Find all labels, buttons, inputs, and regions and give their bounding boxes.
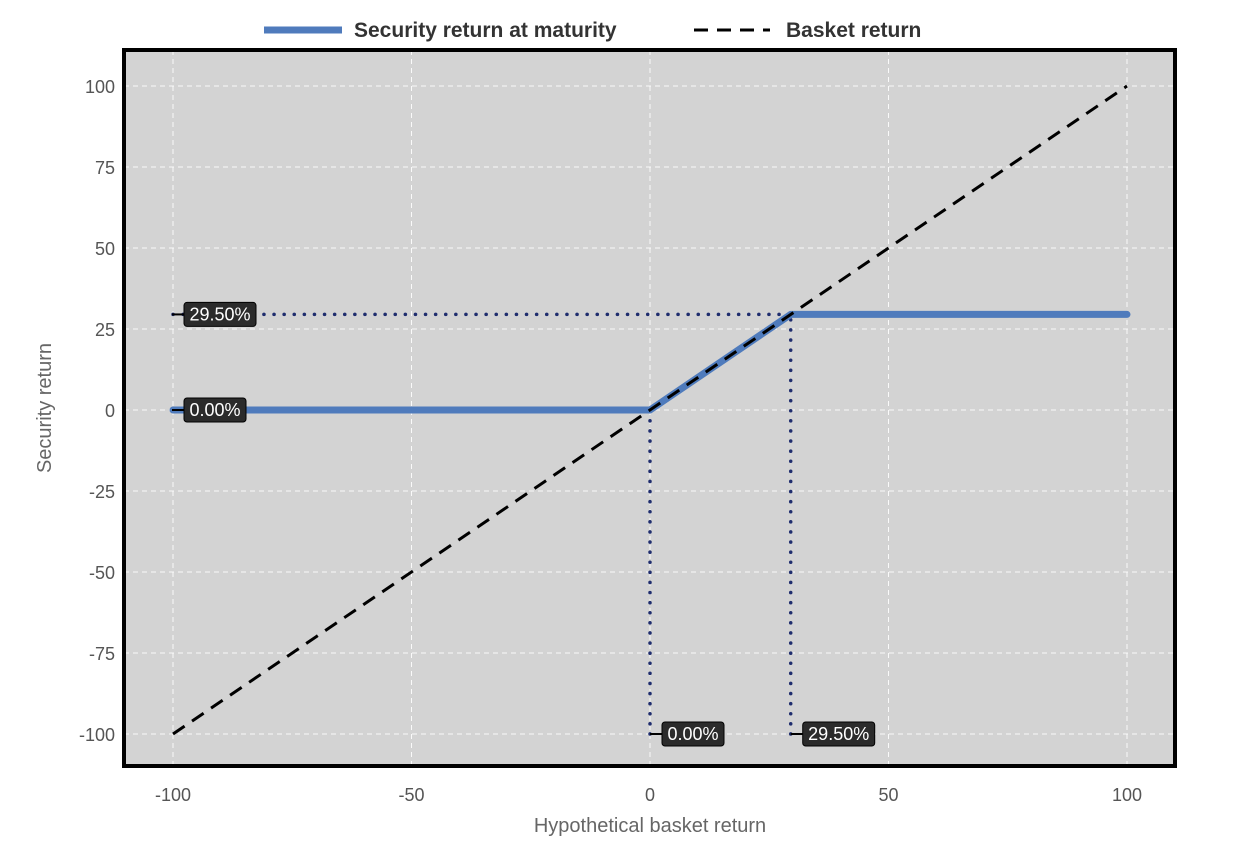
x-tick-label: -100 xyxy=(155,785,191,805)
series xyxy=(169,84,1131,736)
series-line-basket-return xyxy=(172,84,1128,736)
legend: Security return at maturity Basket return xyxy=(264,19,921,42)
y-tick-label: -25 xyxy=(89,482,115,502)
legend-item-security-return-at-maturity: Security return at maturity xyxy=(264,19,617,42)
x-axis-ticks: -100 -50 0 50 100 xyxy=(155,785,1142,805)
flag-box xyxy=(802,721,876,747)
y-tick-label: 50 xyxy=(95,239,115,259)
flag-label: 0.00% xyxy=(667,724,718,744)
flag-box xyxy=(183,397,247,423)
y-tick-label: 25 xyxy=(95,320,115,340)
legend-label: Basket return xyxy=(786,19,921,42)
legend-item-basket-return: Basket return xyxy=(694,19,921,42)
series-line-security-return-at-maturity xyxy=(169,310,1131,414)
x-axis-title: Hypothetical basket return xyxy=(534,815,766,837)
value-flag: 29.50% xyxy=(790,721,876,747)
grid xyxy=(124,50,1175,766)
y-tick-label: 100 xyxy=(85,77,115,97)
flag-label: 29.50% xyxy=(189,304,250,324)
x-tick-label: -50 xyxy=(398,785,424,805)
plot-frame xyxy=(122,48,1177,768)
flag-label: 0.00% xyxy=(189,400,240,420)
value-flag: 0.00% xyxy=(650,721,725,747)
value-flag: 0.00% xyxy=(172,397,247,423)
y-tick-label: -75 xyxy=(89,644,115,664)
legend-label: Security return at maturity xyxy=(354,19,617,42)
x-tick-label: 0 xyxy=(645,785,655,805)
x-tick-label: 50 xyxy=(878,785,898,805)
flag-box xyxy=(183,301,257,327)
y-axis-title: Security return xyxy=(34,343,56,473)
y-tick-label: -50 xyxy=(89,563,115,583)
y-tick-label: 75 xyxy=(95,158,115,178)
y-tick-label: 0 xyxy=(105,401,115,421)
y-axis-ticks: 100 75 50 25 0 -25 -50 -75 -100 xyxy=(79,77,115,745)
value-flag: 29.50% xyxy=(172,301,257,327)
x-tick-label: 100 xyxy=(1112,785,1142,805)
value-flags: 29.50% 0.00% 0.00% 29.50% xyxy=(172,301,876,747)
flag-box xyxy=(661,721,725,747)
y-tick-label: -100 xyxy=(79,725,115,745)
flag-label: 29.50% xyxy=(808,724,869,744)
